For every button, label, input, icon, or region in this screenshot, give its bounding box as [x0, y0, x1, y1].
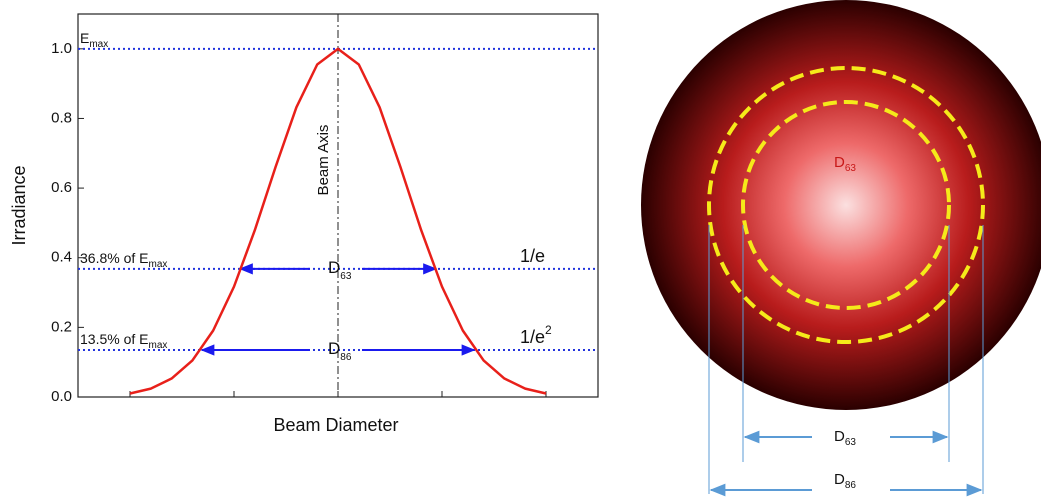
reference-label-text: 36.8% of E [80, 250, 149, 266]
chart: 0.0 0.2 0.4 0.6 0.8 1.0 Beam Diameter Irradianc… [9, 14, 598, 435]
dimension-label: D86 [328, 339, 352, 362]
reference-label-text: 13.5% of E [80, 331, 149, 347]
x-axis-label: Beam Diameter [273, 415, 398, 435]
reference-right-text: 1/e [520, 246, 545, 266]
dimension-label-main: D [328, 258, 340, 277]
reference-label: 13.5% of Emax [80, 331, 167, 351]
y-tick-label: 0.0 [51, 388, 72, 405]
dimension-label: D63 [328, 258, 352, 281]
reference-right-label: 1/e2 [520, 323, 552, 347]
outer-dimension-label: D86 [834, 471, 856, 491]
reference-label: Emax [80, 30, 108, 50]
dimension-label-sub: 86 [340, 352, 352, 363]
reference-label-text: E [80, 30, 89, 46]
inner-dimension-label: D63 [834, 428, 856, 448]
y-tick-label: 0.8 [51, 109, 72, 126]
beam-diagram: D63 D63 D86 [641, 0, 1041, 494]
reference-right-sup: 2 [545, 323, 552, 337]
reference-label-sub: max [149, 340, 168, 351]
y-tick-label: 0.4 [51, 249, 72, 266]
reference-label-sub: max [149, 259, 168, 270]
reference-label-sub: max [89, 38, 108, 49]
y-tick-label: 0.2 [51, 318, 72, 335]
figure: 0.0 0.2 0.4 0.6 0.8 1.0 Beam Diameter Irradianc… [0, 0, 1041, 498]
dimension-label-sub: 63 [340, 271, 352, 282]
y-tick-label: 1.0 [51, 40, 72, 57]
reference-label: 36.8% of Emax [80, 250, 167, 270]
y-axis-label: Irradiance [9, 165, 29, 245]
reference-right-label: 1/e [520, 246, 545, 266]
y-tick-label: 0.6 [51, 179, 72, 196]
dimension-label-main: D [328, 339, 340, 358]
beam-axis-label: Beam Axis [315, 125, 332, 196]
reference-right-text: 1/e [520, 327, 545, 347]
